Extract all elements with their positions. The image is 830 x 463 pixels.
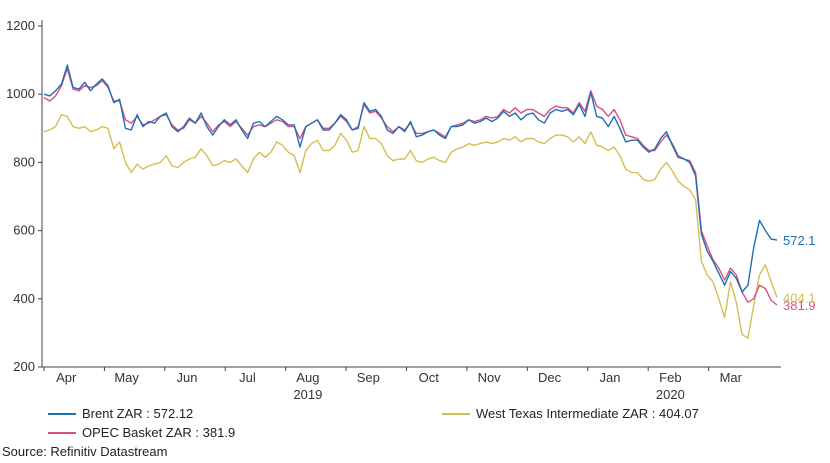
x-tick-label: Mar <box>720 370 743 385</box>
y-tick-label: 400 <box>13 291 35 306</box>
legend-label-wti: West Texas Intermediate ZAR : 404.07 <box>476 406 699 421</box>
x-tick-label: Jan <box>599 370 620 385</box>
y-tick-label: 800 <box>13 154 35 169</box>
x-tick-label: Apr <box>56 370 77 385</box>
legend-item-brent: Brent ZAR : 572.12 <box>48 406 193 421</box>
x-tick-label: Jun <box>177 370 198 385</box>
source-note: Source: Refinitiv Datastream <box>2 444 168 459</box>
x-year-label: 2019 <box>293 387 322 402</box>
series-line-west-texas-intermediate-zar <box>43 113 778 339</box>
y-tick-label: 600 <box>13 223 35 238</box>
legend-label-brent: Brent ZAR : 572.12 <box>82 406 194 421</box>
series-line-brent-zar <box>43 64 778 293</box>
legend-item-wti: West Texas Intermediate ZAR : 404.07 <box>442 406 699 421</box>
y-tick-label: 1200 <box>6 18 35 33</box>
x-tick-label: Aug <box>296 370 319 385</box>
legend-item-opec: OPEC Basket ZAR : 381.9 <box>48 425 235 440</box>
x-year-label: 2020 <box>656 387 685 402</box>
end-label-opec-basket-zar: 381.9 <box>783 298 816 313</box>
legend-swatch-brent <box>48 412 76 415</box>
x-tick-label: May <box>114 370 139 385</box>
x-tick-label: Oct <box>419 370 440 385</box>
x-tick-label: Nov <box>478 370 502 385</box>
legend-swatch-wti <box>442 412 470 415</box>
legend-swatch-opec <box>48 431 76 434</box>
x-tick-label: Sep <box>357 370 380 385</box>
end-label-brent-zar: 572.1 <box>783 233 816 248</box>
legend-label-opec: OPEC Basket ZAR : 381.9 <box>82 425 236 440</box>
end-label-west-texas-intermediate-zar: 404.1 <box>783 290 816 305</box>
x-tick-label: Feb <box>659 370 681 385</box>
x-tick-label: Dec <box>538 370 562 385</box>
y-tick-label: 1000 <box>6 86 35 101</box>
x-tick-label: Jul <box>239 370 256 385</box>
y-tick-label: 200 <box>13 359 35 374</box>
series-line-opec-basket-zar <box>43 67 778 306</box>
